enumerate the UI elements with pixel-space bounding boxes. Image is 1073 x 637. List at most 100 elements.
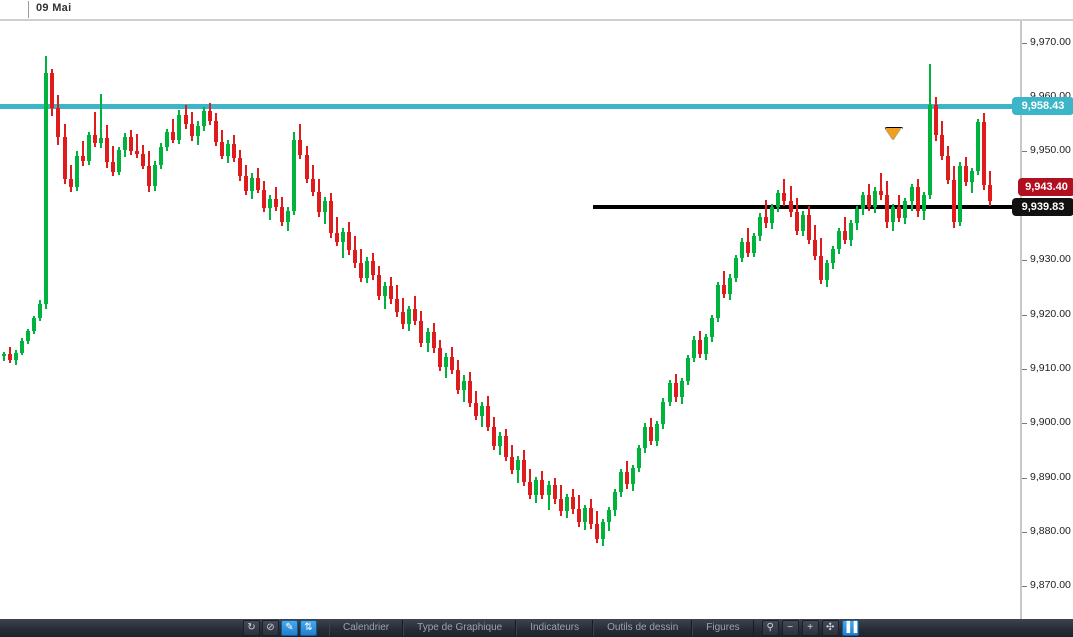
candle-body (849, 223, 853, 240)
candle-body (655, 424, 660, 441)
cyan-resistance-line[interactable] (0, 103, 1020, 109)
candle-body (697, 339, 702, 354)
candle-wick (81, 140, 84, 166)
candle-body (32, 317, 37, 331)
zoom-in-icon[interactable]: + (801, 620, 819, 636)
candle-body (746, 241, 751, 253)
axis-tick (1022, 586, 1027, 588)
axis-tick-label: 9,910.00 (1030, 361, 1071, 374)
candlestick-chart-icon[interactable]: ▐▐ (841, 620, 859, 636)
header-rule (0, 19, 1073, 21)
candle-body (970, 171, 974, 182)
candle-wick (765, 200, 768, 228)
candle-body (861, 194, 866, 210)
candle-body (431, 331, 436, 349)
menu-item-figures[interactable]: Figures (692, 620, 754, 636)
pencil-icon[interactable]: ✎ (281, 620, 298, 636)
refresh-icon[interactable]: ↻ (243, 620, 260, 636)
candle-body (8, 353, 13, 361)
menu-item-outils-de-dessin[interactable]: Outils de dessin (593, 620, 693, 636)
candle-body (782, 192, 787, 202)
candle-body (195, 126, 200, 137)
axis-tick-label: 9,880.00 (1030, 525, 1071, 538)
chart-plot-area[interactable] (0, 21, 1020, 619)
sell-signal-marker-icon[interactable] (885, 127, 901, 140)
candle-body (607, 510, 611, 523)
candle-body (213, 121, 218, 142)
candle-body (982, 122, 987, 186)
candle-body (534, 479, 539, 496)
axis-tick-label: 9,950.00 (1030, 144, 1071, 157)
candle-body (316, 191, 321, 213)
candle-body (147, 165, 152, 187)
candle-body (703, 337, 708, 354)
candle-body (504, 436, 509, 457)
candle-body (286, 211, 291, 223)
menu-item-indicateurs[interactable]: Indicateurs (516, 620, 594, 636)
candle-body (486, 405, 490, 427)
candle-body (758, 216, 763, 237)
candle-body (292, 139, 297, 212)
candle-body (830, 249, 835, 264)
axis-tick (1022, 532, 1027, 534)
candle-body (728, 277, 732, 294)
candle-body (879, 190, 884, 195)
candle-body (123, 137, 127, 151)
candle-body (20, 340, 25, 353)
candle-body (740, 241, 745, 258)
date-label: 09 Mai (36, 2, 72, 14)
candle-body (310, 178, 315, 192)
candle-body (322, 201, 327, 213)
candle-body (207, 111, 212, 122)
black-support-line[interactable] (593, 204, 1020, 209)
candle-body (177, 114, 182, 140)
axis-tick (1022, 151, 1027, 153)
candle-body (836, 230, 841, 250)
candle-body (498, 436, 503, 447)
candle-body (794, 212, 799, 231)
candle-body (298, 139, 303, 155)
candle-body (909, 187, 914, 202)
candle-body (328, 201, 333, 233)
axis-tick (1022, 423, 1027, 425)
menu-item-calendrier[interactable]: Calendrier (329, 620, 404, 636)
candle-body (340, 231, 345, 242)
candle-body (776, 192, 781, 207)
axis-tick-label: 9,930.00 (1030, 253, 1071, 266)
candle-body (413, 309, 418, 322)
zoom-out-icon[interactable]: − (781, 620, 799, 636)
bid-price-badge[interactable]: 9,939.83 (1012, 197, 1073, 216)
candle-body (201, 111, 206, 127)
axis-tick-label: 9,870.00 (1030, 579, 1071, 592)
candle-body (80, 155, 85, 162)
candle-body (358, 263, 363, 278)
crosshair-off-icon[interactable]: ⊘ (262, 620, 279, 636)
candle-body (800, 214, 805, 231)
candle-body (244, 176, 248, 191)
candle-body (540, 479, 545, 496)
zoom-search-icon[interactable]: ⚲ (761, 620, 779, 636)
candle-wick (172, 118, 175, 143)
candle-body (44, 73, 49, 304)
menu-item-type-de-graphique[interactable]: Type de Graphique (403, 620, 517, 636)
toolbar-zoom-controls: ⚲ − + ✣ ▐▐ (761, 620, 862, 636)
ask-price-badge[interactable]: 9,943.40 (1018, 178, 1073, 197)
candle-body (637, 448, 642, 468)
candle-body (467, 380, 472, 403)
fit-crosshair-icon[interactable]: ✣ (821, 620, 839, 636)
candle-body (873, 190, 878, 207)
price-axis[interactable]: 9,970.009,960.009,950.009,930.009,920.00… (1012, 21, 1073, 619)
candle-body (824, 263, 829, 280)
candle-body (576, 509, 581, 523)
updown-arrows-icon[interactable]: ⇅ (300, 620, 317, 636)
candle-body (231, 143, 236, 158)
candle-body (927, 104, 932, 195)
candle-body (963, 165, 968, 182)
plot-axis-separator (1020, 21, 1022, 619)
resistance-price-badge[interactable]: 9,958.43 (1012, 96, 1073, 115)
axis-tick-label: 9,970.00 (1030, 35, 1071, 48)
candle-body (945, 155, 950, 180)
candle-body (262, 189, 267, 208)
toolbar-content: ↻ ⊘ ✎ ⇅ Calendrier Type de Graphique Indicateu… (243, 619, 862, 637)
candle-body (377, 275, 382, 297)
